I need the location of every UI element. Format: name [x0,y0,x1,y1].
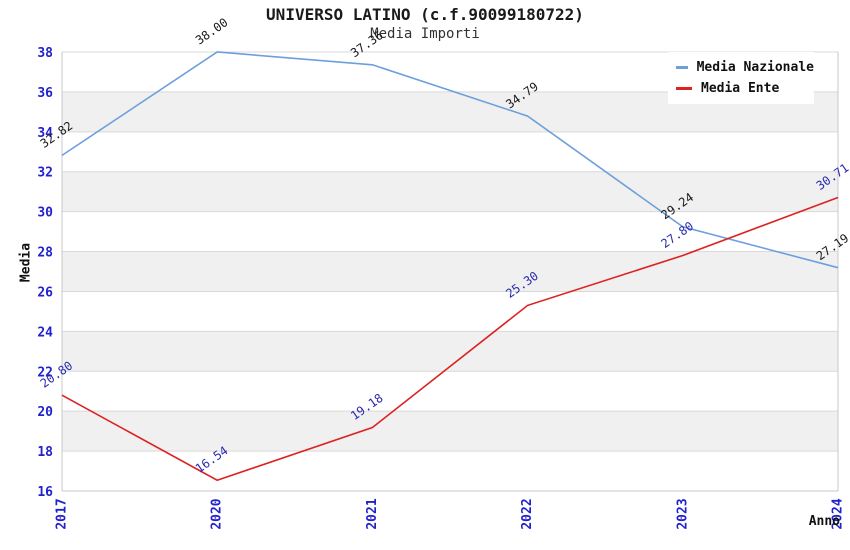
x-tick-label: 2024 [831,498,846,529]
data-label: 38.00 [193,15,231,47]
y-tick-label: 32 [37,166,53,181]
x-tick-label: 2023 [675,498,690,529]
legend-entry-media-nazionale: Media Nazionale [676,60,814,75]
y-tick-label: 38 [37,46,53,61]
plot-band [62,331,838,372]
data-label: 20.80 [38,358,76,390]
y-tick-label: 22 [37,365,53,380]
series-line-media-ente [61,196,839,482]
plot-band [62,171,838,212]
y-tick-label: 16 [37,485,53,500]
x-tick-label: 2020 [210,498,225,529]
data-label: 32.82 [38,119,76,151]
x-axis-title: Anno [808,514,840,529]
series-line-media-nazionale [61,51,839,269]
y-tick-label: 20 [37,405,53,420]
x-tick-label: 2022 [520,498,535,529]
media-ente-line-swatch-icon [676,87,692,90]
legend-label: Media Nazionale [696,60,814,75]
y-axis-title: Media [18,242,34,283]
plot-band [62,251,838,292]
y-tick-label: 34 [37,126,53,141]
y-tick-label: 30 [37,206,53,221]
legend: Media Nazionale Media Ente [668,52,814,104]
legend-label: Media Ente [701,81,780,96]
chart-subtitle: Media Importi [370,26,480,42]
media-nazionale-line-swatch-icon [676,66,688,69]
y-tick-label: 18 [37,445,53,460]
data-label: 37.36 [348,28,386,60]
y-tick-label: 28 [37,246,53,261]
y-tick-label: 24 [37,325,53,340]
y-tick-label: 26 [37,285,53,300]
legend-entry-media-ente: Media Ente [676,81,814,96]
x-tick-label: 2017 [55,498,70,529]
chart-title: UNIVERSO LATINO (c.f.90099180722) [266,5,584,24]
y-tick-label: 36 [37,86,53,101]
plot-band [62,411,838,452]
x-tick-label: 2021 [365,498,380,529]
